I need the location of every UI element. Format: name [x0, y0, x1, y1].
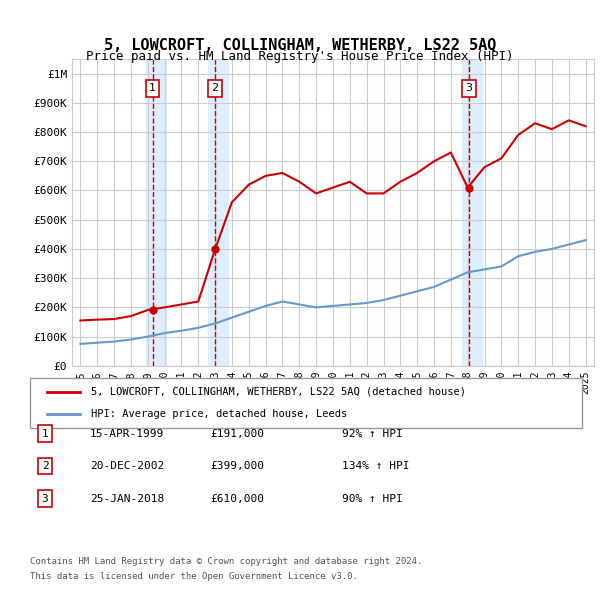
Text: £610,000: £610,000: [210, 494, 264, 503]
Text: 15-APR-1999: 15-APR-1999: [90, 429, 164, 438]
Bar: [208, 59, 228, 366]
Text: 2: 2: [211, 83, 218, 93]
Bar: [462, 59, 482, 366]
Text: 5, LOWCROFT, COLLINGHAM, WETHERBY, LS22 5AQ (detached house): 5, LOWCROFT, COLLINGHAM, WETHERBY, LS22 …: [91, 386, 466, 396]
Bar: [146, 59, 166, 366]
Text: 92% ↑ HPI: 92% ↑ HPI: [342, 429, 403, 438]
Text: 20-DEC-2002: 20-DEC-2002: [90, 461, 164, 471]
Text: 1: 1: [41, 429, 49, 438]
Text: 5, LOWCROFT, COLLINGHAM, WETHERBY, LS22 5AQ: 5, LOWCROFT, COLLINGHAM, WETHERBY, LS22 …: [104, 38, 496, 53]
Text: £399,000: £399,000: [210, 461, 264, 471]
Text: 134% ↑ HPI: 134% ↑ HPI: [342, 461, 410, 471]
Text: 90% ↑ HPI: 90% ↑ HPI: [342, 494, 403, 503]
Text: Price paid vs. HM Land Registry's House Price Index (HPI): Price paid vs. HM Land Registry's House …: [86, 50, 514, 63]
Text: This data is licensed under the Open Government Licence v3.0.: This data is licensed under the Open Gov…: [30, 572, 358, 581]
Text: £191,000: £191,000: [210, 429, 264, 438]
FancyBboxPatch shape: [30, 378, 582, 428]
Text: HPI: Average price, detached house, Leeds: HPI: Average price, detached house, Leed…: [91, 409, 347, 419]
Text: 2: 2: [41, 461, 49, 471]
Text: Contains HM Land Registry data © Crown copyright and database right 2024.: Contains HM Land Registry data © Crown c…: [30, 558, 422, 566]
Text: 3: 3: [466, 83, 472, 93]
Text: 3: 3: [41, 494, 49, 503]
Text: 1: 1: [149, 83, 156, 93]
Text: 25-JAN-2018: 25-JAN-2018: [90, 494, 164, 503]
